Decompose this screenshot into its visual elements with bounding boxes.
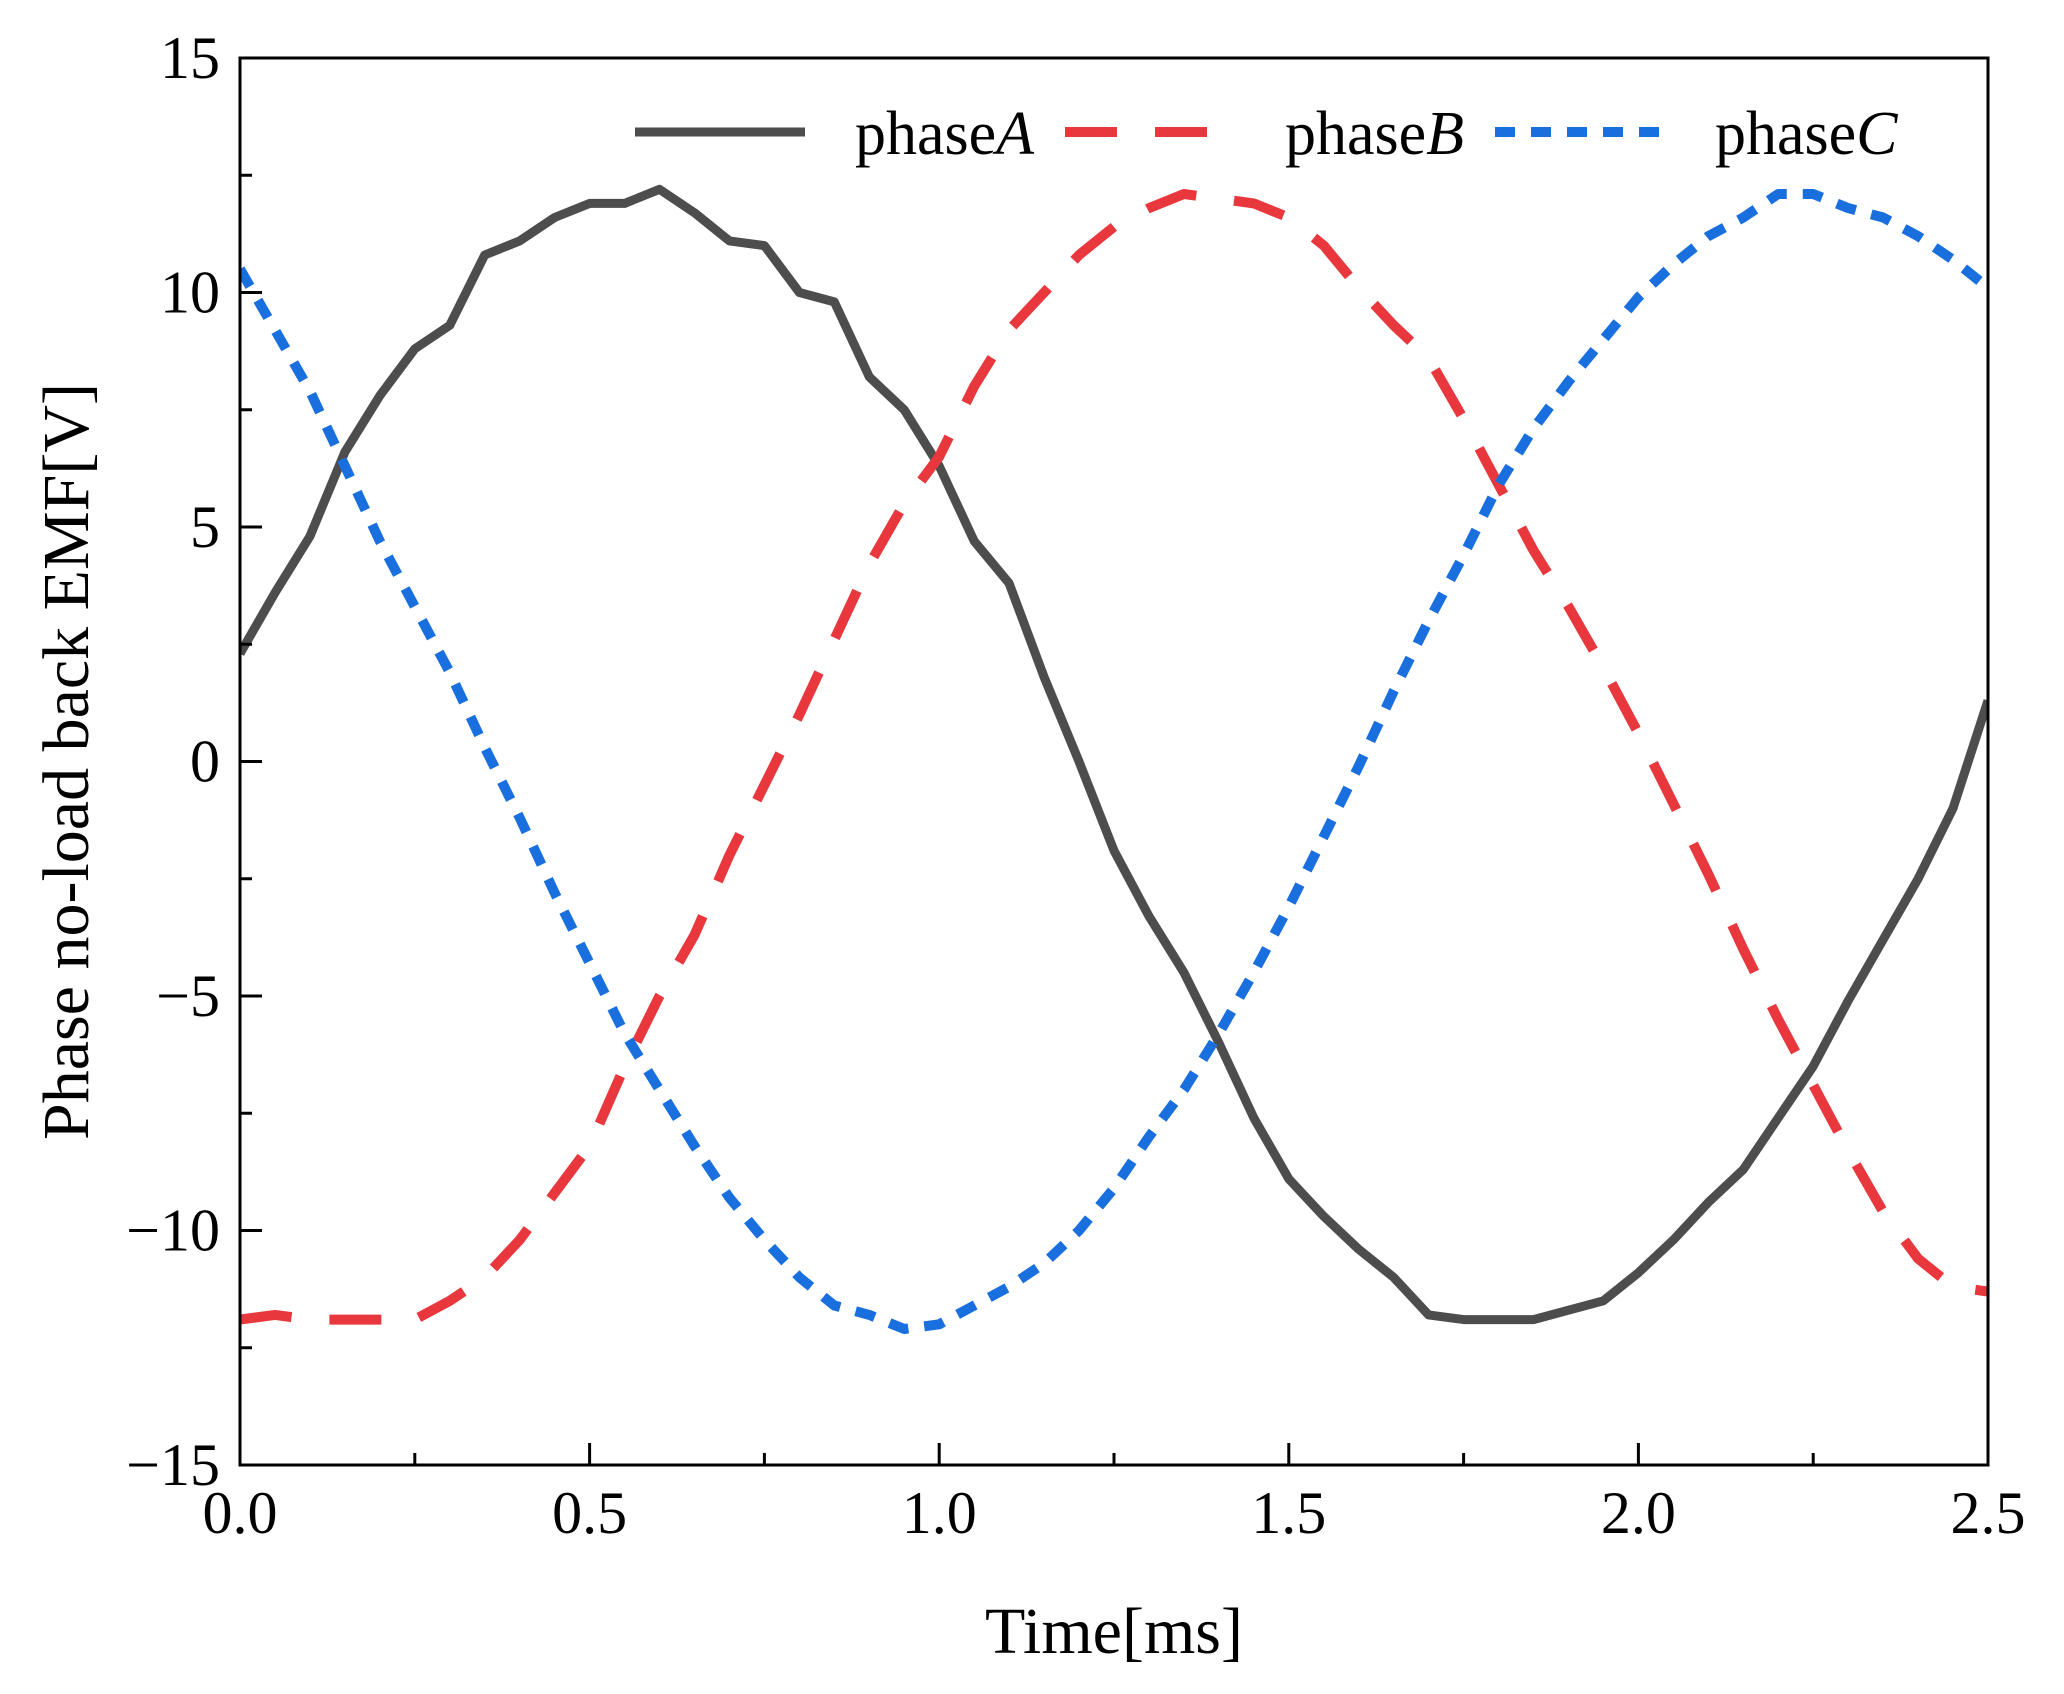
series-line-phaseC [240,189,1988,1334]
x-tick-label: 2.0 [1601,1480,1676,1546]
y-tick-label: −15 [126,1432,220,1498]
series-layer [240,184,1988,1334]
legend-label-phaseB: phaseB [1285,100,1464,168]
x-tick-label: 1.0 [902,1480,977,1546]
x-tick-label: 1.5 [1251,1480,1326,1546]
y-tick-label: −5 [156,963,220,1029]
legend-item-phaseB: phaseB [1065,100,1464,168]
x-axis-title: Time[ms] [985,1595,1243,1668]
y-axis-title: Phase no-load back EMF[V] [30,383,103,1140]
x-tick-label: 2.5 [1951,1480,2026,1546]
legend-item-phaseC: phaseC [1495,100,1898,168]
y-tick-label: 15 [160,25,220,91]
y-tick-label: 10 [160,260,220,326]
y-tick-label: 5 [190,494,220,560]
legend-label-phaseC: phaseC [1715,100,1898,168]
x-tick-label: 0.5 [552,1480,627,1546]
ticks-layer: 0.0 0.5 1.0 1.5 2.0 2.5 −15 −10 −5 0 5 10 15 [126,25,2025,1546]
y-tick-label: 0 [190,729,220,795]
legend-item-phaseA: phaseA [635,100,1035,168]
legend: phaseA phaseB phaseC [635,100,1898,168]
legend-label-phaseA: phaseA [855,100,1035,168]
series-line-phaseA [240,184,1988,1325]
x-tick-label: 0.0 [203,1480,278,1546]
series-line-phaseB [240,189,1988,1325]
y-tick-label: −10 [126,1198,220,1264]
